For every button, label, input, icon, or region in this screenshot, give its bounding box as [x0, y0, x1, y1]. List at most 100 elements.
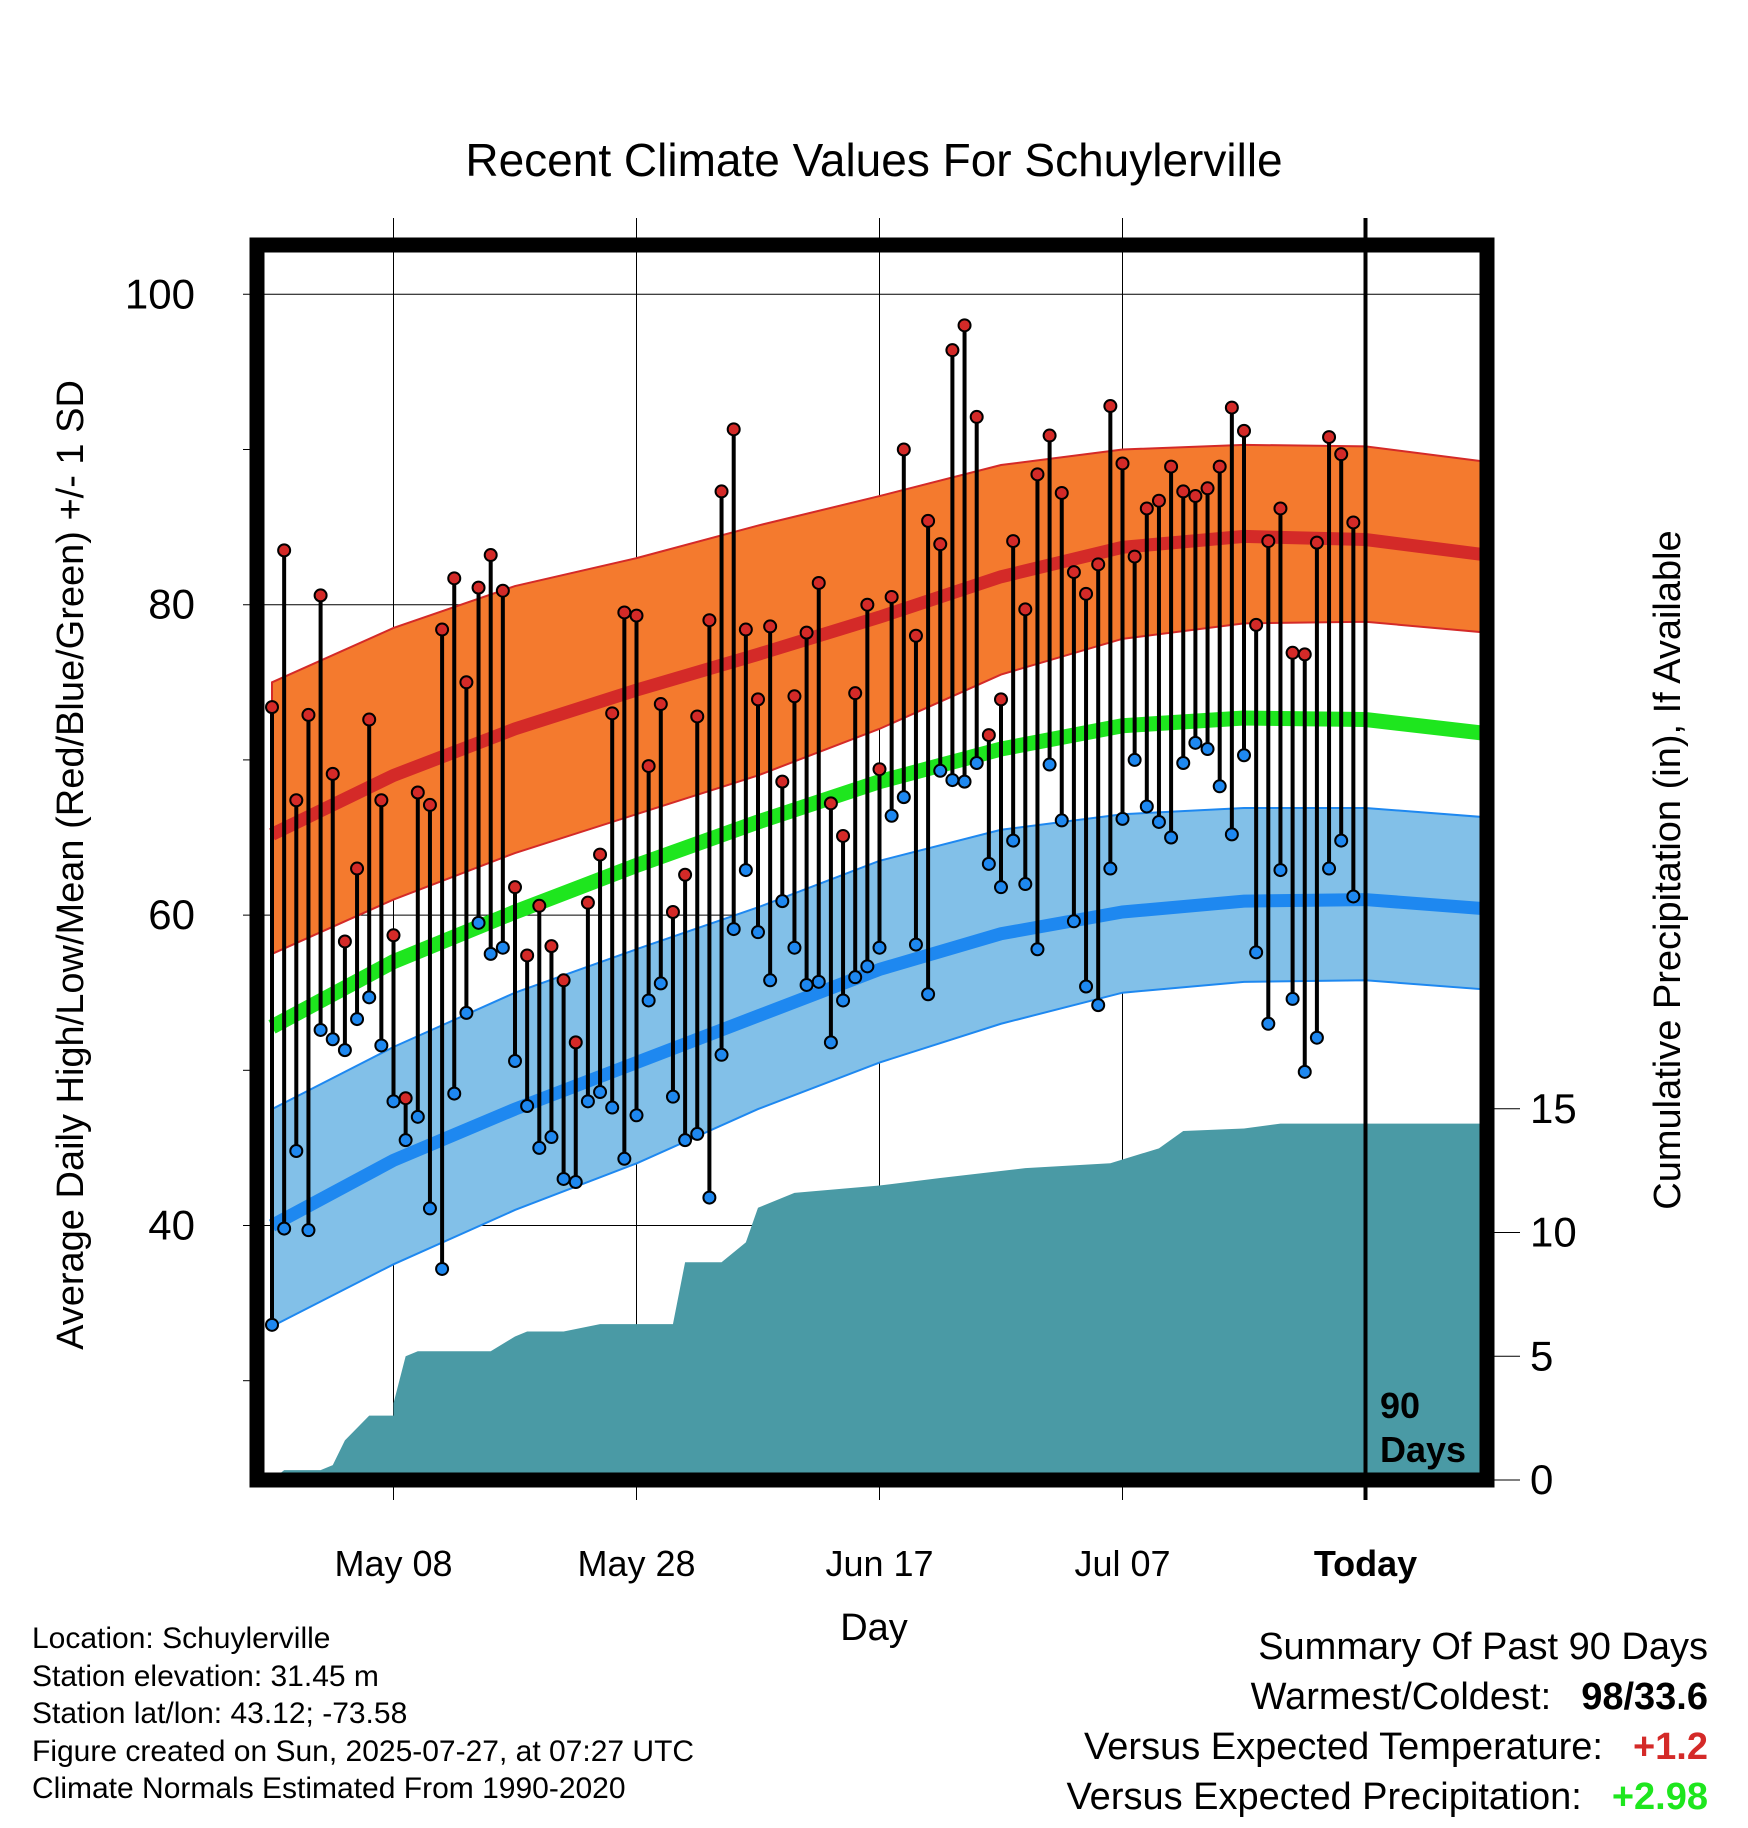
- daily-high-point: [1151, 493, 1166, 508]
- daily-low-point: [860, 959, 875, 974]
- daily-high-point: [775, 774, 790, 789]
- x-tick-label: May 08: [334, 1543, 452, 1584]
- daily-low-point: [1297, 1064, 1312, 1079]
- daily-high-point: [1309, 535, 1324, 550]
- daily-high-point: [823, 796, 838, 811]
- daily-low-point: [386, 1094, 401, 1109]
- daily-high-point: [580, 895, 595, 910]
- daily-low-point: [811, 974, 826, 989]
- daily-high-point: [410, 785, 425, 800]
- daily-low-point: [896, 790, 911, 805]
- warmest-value: 98: [1581, 1676, 1624, 1718]
- daily-low-point: [422, 1201, 437, 1216]
- daily-low-point: [1273, 863, 1288, 878]
- daily-high-point: [1115, 456, 1130, 471]
- daily-low-point: [957, 774, 972, 789]
- daily-low-point: [1091, 998, 1106, 1013]
- daily-high-point: [374, 793, 389, 808]
- daily-high-point: [1079, 586, 1094, 601]
- daily-low-point: [1115, 811, 1130, 826]
- daily-low-point: [301, 1223, 316, 1238]
- x-tick-label: May 28: [577, 1543, 695, 1584]
- daily-high-point: [483, 548, 498, 563]
- daily-low-point: [1127, 752, 1142, 767]
- daily-low-point: [751, 925, 765, 940]
- daily-high-point: [994, 692, 1008, 707]
- precip-anomaly-label: Versus Expected Precipitation:: [1066, 1776, 1582, 1818]
- daily-low-point: [471, 915, 486, 930]
- daily-low-point: [738, 863, 753, 878]
- daily-low-point: [763, 973, 778, 988]
- y-axis-right-label: Cumulative Precipitation (in), If Availa…: [1647, 530, 1689, 1209]
- daily-low-point: [908, 937, 923, 952]
- daily-low-point: [823, 1035, 838, 1050]
- daily-high-point: [1273, 501, 1288, 516]
- daily-high-point: [848, 686, 863, 701]
- daily-high-point: [957, 318, 972, 333]
- summary-title: Summary Of Past 90 Days: [1258, 1626, 1708, 1668]
- coldest-value: /33.6: [1623, 1676, 1708, 1718]
- daily-high-point: [1237, 423, 1251, 438]
- daily-low-point: [872, 940, 887, 955]
- daily-high-point: [1042, 428, 1057, 443]
- elevation-text: Station elevation: 31.45 m: [32, 1659, 379, 1693]
- daily-low-point: [921, 987, 936, 1002]
- daily-low-point: [556, 1171, 571, 1186]
- station-info: Location: Schuylerville Station elevatio…: [32, 1620, 694, 1808]
- daily-high-point: [508, 880, 522, 895]
- daily-high-point: [811, 575, 826, 590]
- daily-high-point: [398, 1091, 413, 1106]
- daily-high-point: [1139, 501, 1154, 516]
- daily-high-point: [921, 513, 936, 528]
- daily-low-point: [1066, 914, 1081, 929]
- daily-high-point: [520, 948, 535, 963]
- precip-area: [272, 1123, 1487, 1480]
- daily-low-point: [593, 1085, 608, 1100]
- daily-low-point: [994, 880, 1008, 895]
- daily-high-point: [1322, 430, 1337, 445]
- x-tick-label: Jun 17: [825, 1543, 933, 1584]
- daily-low-point: [325, 1032, 340, 1047]
- daily-high-point: [1164, 459, 1179, 474]
- daily-high-point: [593, 847, 608, 862]
- daily-high-point: [1127, 549, 1142, 564]
- daily-low-point: [1139, 799, 1154, 814]
- daily-low-point: [848, 970, 863, 985]
- daily-low-point: [1006, 833, 1021, 848]
- plot-frame: [249, 237, 1495, 1488]
- daily-high-point: [1261, 534, 1276, 549]
- daily-low-point: [714, 1047, 729, 1062]
- y-right-tick-label: 10: [1530, 1209, 1577, 1256]
- daily-high-point: [1200, 481, 1215, 496]
- daily-high-point: [629, 608, 644, 623]
- temp-anomaly-label: Versus Expected Temperature:: [1084, 1726, 1603, 1768]
- daily-low-point: [775, 894, 790, 909]
- daily-low-point: [1261, 1016, 1276, 1031]
- daily-low-point: [1018, 877, 1033, 892]
- high-normal-line: [269, 529, 1488, 841]
- warm-cold-value: 98/33.6: [1581, 1672, 1708, 1722]
- daily-high-point: [1285, 645, 1300, 660]
- daily-high-point: [605, 706, 620, 721]
- daily-low-point: [398, 1133, 413, 1148]
- daily-low-point: [690, 1126, 705, 1141]
- daily-low-point: [447, 1086, 462, 1101]
- x-tick-label: Today: [1314, 1543, 1417, 1584]
- y-right-tick-label: 5: [1530, 1332, 1553, 1379]
- daily-low-point: [277, 1221, 292, 1236]
- daily-low-point: [1030, 942, 1045, 957]
- daily-low-point: [337, 1043, 352, 1058]
- daily-high-point: [1224, 400, 1239, 415]
- daily-high-point: [1249, 617, 1264, 632]
- daily-low-point: [617, 1151, 632, 1166]
- daily-low-point: [265, 1317, 279, 1332]
- daily-high-point: [1297, 647, 1312, 662]
- warm-cold-label: Warmest/Coldest:: [1250, 1676, 1552, 1718]
- daily-high-point: [313, 588, 328, 603]
- daily-high-point: [860, 597, 875, 612]
- daily-low-point: [1249, 945, 1264, 960]
- daily-low-point: [933, 763, 948, 778]
- daily-low-point: [532, 1140, 547, 1155]
- y-left-tick-label: 40: [148, 1202, 195, 1249]
- daily-high-point: [836, 828, 851, 843]
